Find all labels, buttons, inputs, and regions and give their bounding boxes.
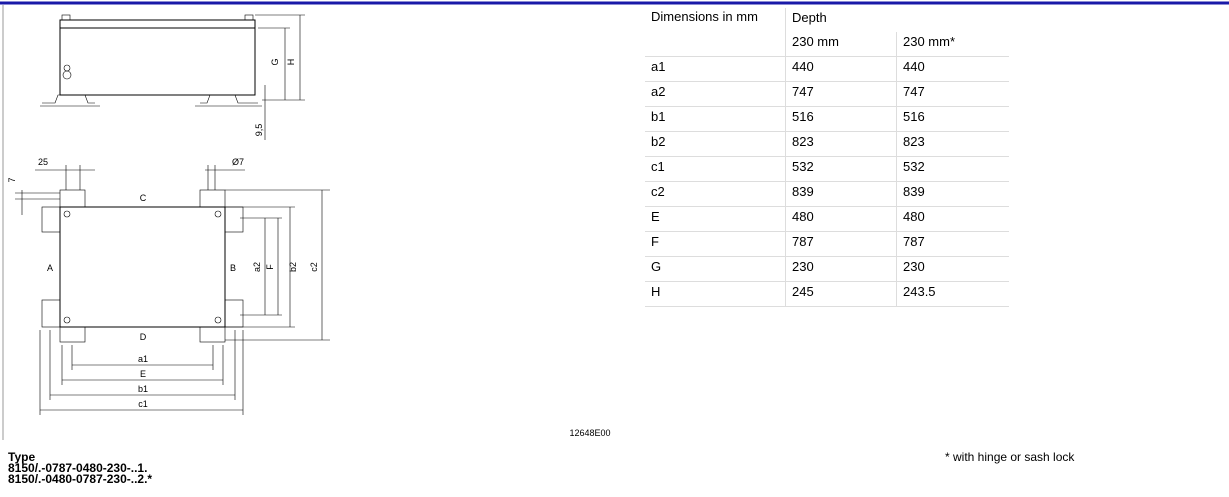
dim-label: 9,5 bbox=[254, 124, 264, 137]
table-row: E 480 480 bbox=[645, 206, 1009, 232]
table-cell: 823 bbox=[785, 131, 897, 157]
side-label: A bbox=[47, 263, 53, 273]
table-cell: 230 bbox=[785, 256, 897, 282]
table-cell: 532 bbox=[896, 156, 1009, 182]
dim-label: 7 bbox=[7, 177, 17, 182]
table-cell: a2 bbox=[645, 81, 786, 107]
header-cell: Depth bbox=[785, 8, 1009, 32]
table-cell: 440 bbox=[896, 56, 1009, 82]
table-cell: 823 bbox=[896, 131, 1009, 157]
subheader-row: 230 mm 230 mm* bbox=[645, 32, 1009, 57]
table-cell: 480 bbox=[785, 206, 897, 232]
table-cell: 787 bbox=[896, 231, 1009, 257]
dim-label: b2 bbox=[288, 262, 298, 272]
type-title: Type bbox=[8, 450, 36, 464]
dim-label: a2 bbox=[252, 262, 262, 272]
dim-label: G bbox=[270, 58, 280, 65]
table-cell: G bbox=[645, 256, 786, 282]
table-row: F 787 787 bbox=[645, 231, 1009, 257]
table-cell: H bbox=[645, 281, 786, 307]
dim-label: F bbox=[265, 264, 275, 270]
footnote: * with hinge or sash lock bbox=[945, 450, 1075, 464]
table-cell: 516 bbox=[896, 106, 1009, 132]
dim-label: E bbox=[140, 369, 146, 379]
type-block: Type 8150/.-0787-0480-230-..1. 8150/.-04… bbox=[8, 450, 153, 486]
table-cell: 516 bbox=[785, 106, 897, 132]
subheader-cell: 230 mm bbox=[785, 32, 897, 57]
table-cell: E bbox=[645, 206, 786, 232]
table-cell: b2 bbox=[645, 131, 786, 157]
table-row: c2 839 839 bbox=[645, 181, 1009, 207]
type-line: 8150/.-0480-0787-230-..2.* bbox=[8, 472, 153, 486]
table-cell: 532 bbox=[785, 156, 897, 182]
table-cell: b1 bbox=[645, 106, 786, 132]
table-cell: 480 bbox=[896, 206, 1009, 232]
table-row: H 245 243.5 bbox=[645, 281, 1009, 307]
table-cell: 243.5 bbox=[896, 281, 1009, 307]
subheader-cell: 230 mm* bbox=[896, 32, 1009, 57]
dim-label: Ø7 bbox=[232, 157, 244, 167]
table-cell: c1 bbox=[645, 156, 786, 182]
header-row: Dimensions in mm Depth bbox=[645, 8, 1009, 57]
top-rule bbox=[640, 1, 1229, 5]
table-row: a1 440 440 bbox=[645, 56, 1009, 82]
drawing-id: 12648E00 bbox=[569, 428, 610, 438]
table-cell: 230 bbox=[896, 256, 1009, 282]
side-label: B bbox=[230, 263, 236, 273]
dim-label: c1 bbox=[138, 399, 148, 409]
table-cell: 747 bbox=[896, 81, 1009, 107]
side-label: C bbox=[140, 193, 147, 203]
dim-label: a1 bbox=[138, 354, 148, 364]
table-cell: F bbox=[645, 231, 786, 257]
dim-label: 25 bbox=[38, 157, 48, 167]
table-row: G 230 230 bbox=[645, 256, 1009, 282]
table-cell: 839 bbox=[785, 181, 897, 207]
header-cell: Dimensions in mm bbox=[645, 8, 786, 57]
side-label: D bbox=[140, 332, 147, 342]
table-row: b1 516 516 bbox=[645, 106, 1009, 132]
dim-label: b1 bbox=[138, 384, 148, 394]
type-line: 8150/.-0787-0480-230-..1. bbox=[8, 461, 148, 475]
side-view: G H 9,5 bbox=[40, 14, 305, 140]
table-cell: 787 bbox=[785, 231, 897, 257]
table-row: c1 532 532 bbox=[645, 156, 1009, 182]
top-view: 25 7 Ø7 C A B D a2 F b2 c2 a1 E b1 c1 bbox=[7, 157, 330, 415]
dim-label: c2 bbox=[309, 262, 319, 272]
table-cell: 747 bbox=[785, 81, 897, 107]
dimension-drawing: G H 9,5 25 7 Ø7 C A B D a2 F b2 c2 bbox=[0, 1, 640, 440]
dimension-table: Dimensions in mm Depth 230 mm 230 mm* a1… bbox=[645, 8, 1009, 307]
dim-label: H bbox=[286, 59, 296, 66]
table-cell: 440 bbox=[785, 56, 897, 82]
table-row: a2 747 747 bbox=[645, 81, 1009, 107]
table-cell: a1 bbox=[645, 56, 786, 82]
table-cell: 245 bbox=[785, 281, 897, 307]
table-cell: c2 bbox=[645, 181, 786, 207]
table-row: b2 823 823 bbox=[645, 131, 1009, 157]
table-cell: 839 bbox=[896, 181, 1009, 207]
